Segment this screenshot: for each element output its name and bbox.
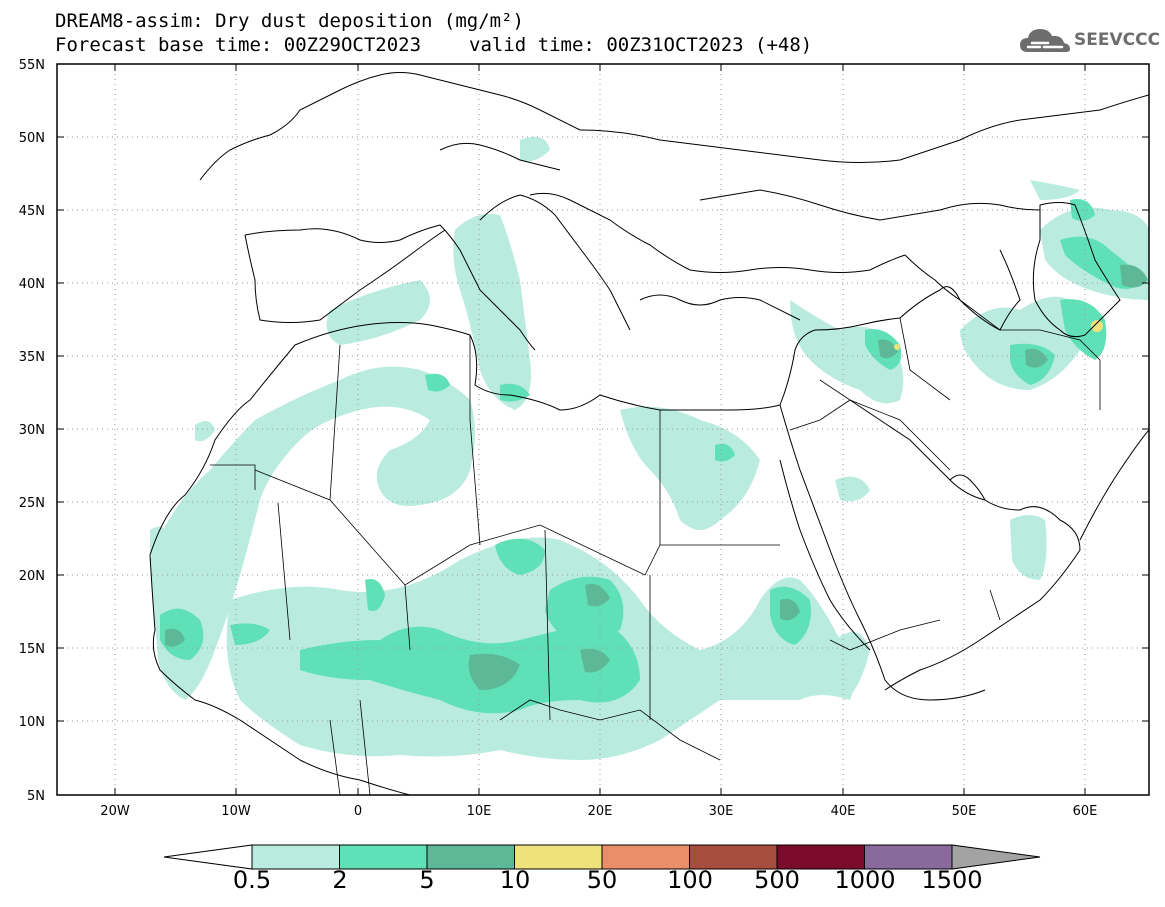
- lat-label: 35N: [19, 350, 45, 365]
- colorbar-segment: [251, 844, 340, 870]
- lon-label: 30E: [709, 804, 734, 819]
- seevccc-logo: SEEVCCC: [1018, 22, 1161, 58]
- colorbar-label: 2: [332, 866, 348, 894]
- lon-label: 10E: [467, 804, 492, 819]
- lat-label: 25N: [19, 496, 45, 511]
- valid-time-label: valid time: 00Z31OCT2023 (+48): [469, 34, 813, 56]
- lon-label: 10W: [221, 804, 251, 819]
- lat-label: 50N: [19, 131, 45, 146]
- colorbar-label: 500: [754, 866, 800, 894]
- map-title: DREAM8-assim: Dry dust deposition (mg/m²…: [55, 10, 524, 32]
- deposition-level-5: [165, 264, 1148, 690]
- lat-label: 30N: [19, 423, 45, 438]
- colorbar-segment: [426, 844, 515, 870]
- lat-label: 45N: [19, 204, 45, 219]
- colorbar-label: 50: [586, 866, 618, 894]
- lon-label: 60E: [1073, 804, 1098, 819]
- deposition-level-10: [894, 320, 1103, 350]
- colorbar-label: 1500: [921, 866, 983, 894]
- colorbar-segment: [601, 844, 690, 870]
- base-time-label: Forecast base time: 00Z29OCT2023: [55, 34, 422, 56]
- lon-label: 50E: [952, 804, 977, 819]
- lat-label: 15N: [19, 642, 45, 657]
- colorbar-label: 0.5: [232, 866, 272, 894]
- colorbar-label: 10: [499, 866, 531, 894]
- colorbar-label: 100: [667, 866, 713, 894]
- country-borders: [210, 299, 1101, 795]
- latitude-labels: 55N 50N 45N 40N 35N 30N 25N 20N 15N 10N …: [19, 58, 45, 804]
- lat-label: 5N: [27, 789, 45, 804]
- deposition-shading: [150, 136, 1149, 760]
- lat-label: 55N: [19, 58, 45, 73]
- coastlines: [149, 72, 1149, 795]
- tick-marks: [57, 63, 1149, 796]
- colorbar-segment: [689, 844, 778, 870]
- lat-label: 10N: [19, 715, 45, 730]
- lat-label: 40N: [19, 277, 45, 292]
- lon-label: 20W: [100, 804, 130, 819]
- colorbar-label: 1000: [834, 866, 896, 894]
- lon-label: 20E: [588, 804, 613, 819]
- colorbar-over-arrow: [951, 844, 1041, 870]
- colorbar-segment: [339, 844, 428, 870]
- lat-label: 20N: [19, 569, 45, 584]
- cloud-logo-icon: [1020, 29, 1070, 52]
- time-info: Forecast base time: 00Z29OCT2023 valid ti…: [55, 34, 812, 56]
- lon-label: 40E: [831, 804, 856, 819]
- longitude-labels: 20W 10W 0 10E 20E 30E 40E 50E 60E: [100, 804, 1097, 819]
- colorbar-segment: [864, 844, 953, 870]
- colorbar-label: 5: [419, 866, 435, 894]
- lon-label: 0: [354, 804, 362, 819]
- logo-text: SEEVCCC: [1074, 30, 1161, 50]
- colorbar-segment: [514, 844, 603, 870]
- colorbar: [163, 844, 1041, 870]
